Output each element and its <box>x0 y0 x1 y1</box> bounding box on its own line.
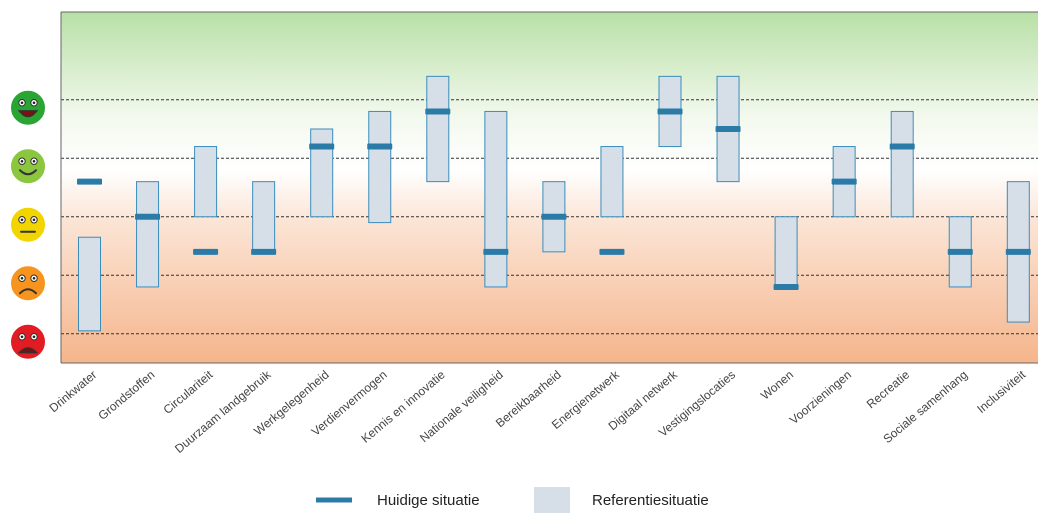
current-situation-marker <box>77 178 102 185</box>
reference-range-bar <box>194 146 218 218</box>
very-sad-smiley-icon <box>9 322 47 361</box>
current-situation-marker <box>541 213 567 220</box>
reference-range-bar <box>890 110 914 218</box>
current-situation-marker <box>309 143 335 150</box>
x-tick-label: Voorzieningen <box>787 368 854 428</box>
reference-range-bar <box>774 216 798 288</box>
current-situation-marker <box>251 248 277 255</box>
sad-smiley-icon <box>9 264 47 303</box>
current-situation-marker <box>715 126 741 132</box>
x-tick-label: Grondstoffen <box>95 368 157 423</box>
very-happy-smiley-icon <box>9 88 47 127</box>
legend: Huidige situatie Referentiesituatie <box>316 487 709 513</box>
reference-range-bar <box>600 146 624 218</box>
current-situation-marker <box>831 178 857 185</box>
reference-range-bar <box>78 236 101 332</box>
happy-smiley-icon <box>9 147 47 186</box>
current-situation-marker <box>773 283 799 290</box>
current-situation-marker <box>889 143 915 150</box>
current-situation-marker <box>1005 248 1031 255</box>
y-level-smileys <box>9 88 47 361</box>
legend-reference-label: Referentiesituatie <box>592 492 709 509</box>
reference-range-bar <box>252 181 276 253</box>
reference-range-bar <box>310 128 334 218</box>
legend-current-label: Huidige situatie <box>377 492 480 509</box>
reference-range-bar <box>484 110 508 288</box>
current-situation-marker <box>947 248 973 255</box>
neutral-smiley-icon <box>9 205 47 244</box>
reference-range-bar <box>368 110 392 224</box>
x-tick-label: Drinkwater <box>46 368 99 416</box>
gridlines <box>61 99 1038 335</box>
x-tick-label: Inclusiviteit <box>974 367 1028 416</box>
current-situation-marker <box>657 108 683 115</box>
x-tick-label: Duurzaam landgebruik <box>172 367 274 456</box>
x-tick-label: Circulariteit <box>161 367 216 417</box>
current-situation-marker <box>193 248 219 255</box>
current-situation-marker <box>599 248 625 255</box>
x-tick-label: Recreatie <box>864 367 913 411</box>
current-situation-marker <box>367 143 393 150</box>
current-situation-marker <box>483 248 509 255</box>
legend-reference-swatch <box>534 487 570 513</box>
current-markers <box>77 108 1031 290</box>
x-tick-label: Wonen <box>758 368 796 403</box>
current-situation-marker <box>135 213 161 220</box>
current-situation-marker <box>425 108 451 115</box>
reference-range-bar <box>136 181 160 288</box>
reference-range-bar <box>426 75 450 183</box>
